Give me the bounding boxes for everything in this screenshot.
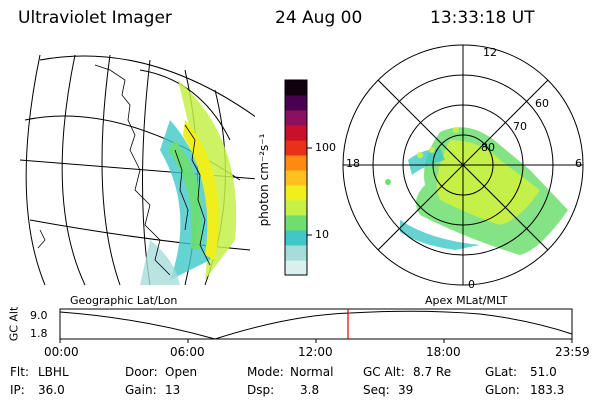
seq-label: Seq: [363, 383, 390, 397]
dsp-label: Dsp: [247, 383, 275, 397]
door-label: Door: [125, 365, 158, 379]
glat-label: GLat: [485, 365, 518, 379]
glat-value: 51.0 [530, 365, 557, 379]
longitude-line [61, 54, 86, 286]
mlt-label-0: 0 [468, 278, 475, 291]
mlt-label-6: 6 [575, 157, 582, 170]
colorbar-band [285, 140, 307, 156]
filter-value: LBHL [38, 365, 69, 379]
gcalt-label: GC Alt: [363, 365, 405, 379]
mlt-label-18: 18 [346, 157, 360, 170]
mlt-label-12: 12 [483, 46, 497, 59]
ip-label: IP: [10, 383, 25, 397]
lat-label-60: 60 [535, 97, 549, 110]
colorbar-band [285, 110, 307, 126]
filter-label: Flt: [10, 365, 29, 379]
colorbar-band [285, 80, 307, 96]
auroral-oval-geo [140, 80, 237, 285]
colorbar-band [285, 170, 307, 186]
colorbar-band [285, 215, 307, 231]
geo-caption: Geographic Lat/Lon [70, 294, 178, 307]
y-tick-9: 9.0 [30, 309, 48, 322]
x-tick-0000: 00:00 [44, 345, 79, 359]
longitude-line [25, 54, 46, 286]
colorbar-band [285, 260, 307, 276]
altitude-axis-label: GC Alt [7, 306, 21, 342]
mode-value: Normal [290, 365, 334, 379]
colorbar-band [285, 230, 307, 246]
colorbar-band [285, 185, 307, 201]
y-tick-1-8: 1.8 [30, 327, 48, 340]
mode-label: Mode: [247, 365, 284, 379]
colorbar-band [285, 95, 307, 111]
latitude-line [39, 55, 255, 118]
instrument-title: Ultraviolet Imager [18, 8, 172, 28]
header-date: 24 Aug 00 [275, 8, 363, 28]
colorbar-band [285, 125, 307, 141]
x-tick-0600: 06:00 [170, 345, 205, 359]
altitude-curve [59, 310, 573, 340]
glon-label: GLon: [485, 383, 520, 397]
colorbar-tick-100: 100 [315, 141, 336, 154]
header-time: 13:33:18 UT [430, 8, 535, 28]
x-tick-1200: 12:00 [298, 345, 333, 359]
glon-value: 183.3 [530, 383, 565, 397]
polar-caption: Apex MLat/MLT [425, 294, 508, 307]
seq-value: 39 [398, 383, 414, 397]
lat-label-70: 70 [513, 120, 527, 133]
x-tick-1800: 18:00 [426, 345, 461, 359]
lat-label-80: 80 [481, 141, 495, 154]
x-tick-2359: 23:59 [555, 345, 590, 359]
gcalt-value: 8.7 Re [413, 365, 452, 379]
longitude-line [101, 54, 121, 286]
dsp-value: 3.8 [300, 383, 320, 397]
colorbar-band [285, 200, 307, 216]
colorbar-tick-10: 10 [315, 228, 329, 241]
door-value: Open [165, 365, 198, 379]
gain-label: Gain: [125, 383, 157, 397]
colorbar-band [285, 155, 307, 171]
coastline [37, 64, 211, 276]
longitude-line [139, 69, 231, 141]
gain-value: 13 [165, 383, 181, 397]
ip-value: 36.0 [38, 383, 65, 397]
colorbar-band [285, 245, 307, 261]
